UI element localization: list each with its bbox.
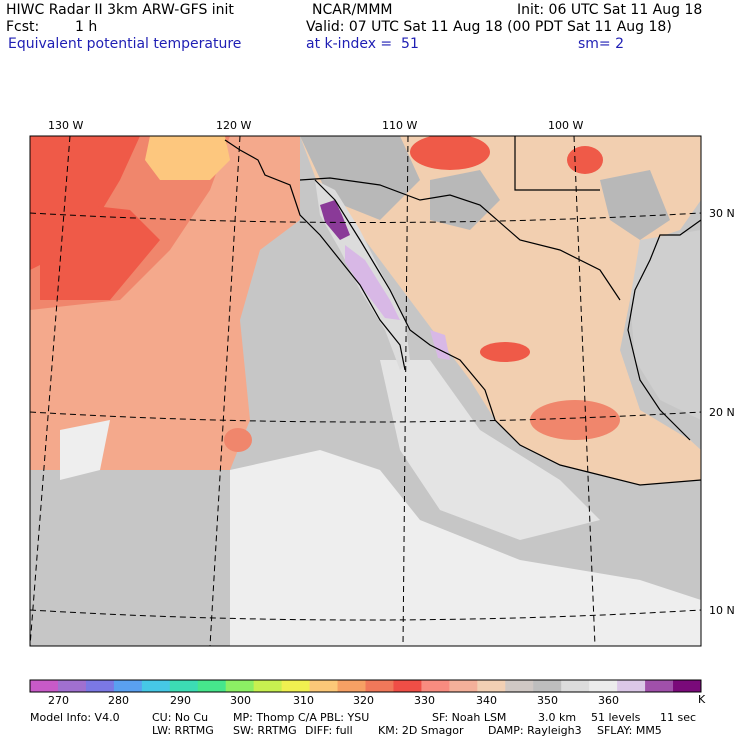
meridian-100 [573,135,596,647]
init-time: Init: 06 UTC Sat 11 Aug 18 [517,2,703,18]
colorbar-swatch [505,680,534,692]
map-frame [29,135,702,647]
level-info: at k-index = 51 [306,36,419,52]
plot-title: HIWC Radar II 3km ARW-GFS init [6,2,234,18]
colorbar-label-360: 360 [598,694,619,707]
graticule [29,135,702,647]
colorbar-swatch [197,680,227,692]
red-region-west-2 [40,200,160,300]
colorbar-swatch [533,680,562,692]
lat-label-20: 20 N [709,406,735,419]
parallel-20 [29,411,702,423]
colorbar-swatch [561,680,590,692]
axis-labels: 130 W 120 W 110 W 100 W 30 N 20 N 10 N [48,119,735,617]
damp-scheme: DAMP: Rayleigh3 [488,724,582,737]
sw-scheme: SW: RRTMG [233,724,297,737]
lon-label-110: 110 W [382,119,417,132]
purple-core [320,200,350,240]
field-name: Equivalent potential temperature [8,36,242,52]
hot-spot-4 [530,400,620,440]
orange-patch [145,136,230,180]
colorbar-swatch [589,680,618,692]
lw-scheme: LW: RRTMG [152,724,214,737]
sf-scheme: SF: Noah LSM [432,711,507,724]
hot-spot-3 [480,342,530,362]
land-gray-east [600,170,670,240]
diff-scheme: DIFF: full [305,724,353,737]
lavender-band [345,245,400,320]
colorbar-label-330: 330 [414,694,435,707]
forecast-label: Fcst: [6,19,40,35]
km-scheme: KM: 2D Smagor [378,724,464,737]
colorbar-swatch [393,680,422,692]
sflay-scheme: SFLAY: MM5 [597,724,662,737]
colorbar-swatch [113,680,143,692]
colorbar-swatch [281,680,311,692]
pbl-scheme: PBL: YSU [320,711,370,724]
colorbar-swatch [365,680,394,692]
colorbar-swatch [253,680,283,692]
center-label: NCAR/MMM [312,2,393,18]
time-step: 11 sec [660,711,697,724]
colorbar-swatch [57,680,87,692]
colorbar-swatch [421,680,450,692]
colorbar-label-270: 270 [48,694,69,707]
colorbar-label-280: 280 [108,694,129,707]
valid-time: Valid: 07 UTC Sat 11 Aug 18 (00 PDT Sat … [306,19,672,35]
cu-scheme: CU: No Cu [152,711,209,724]
coastlines [224,136,702,486]
land-tan [300,136,701,485]
meridian-130 [29,135,71,647]
forecast-hour: 1 h [75,19,98,35]
hot-spot-2 [567,146,603,174]
lon-label-120: 120 W [216,119,251,132]
hot-spot-5 [224,428,252,452]
gulf-coast [627,219,702,441]
lon-label-100: 100 W [548,119,583,132]
light-patch [60,420,110,480]
meridian-110 [402,135,409,647]
parallel-30 [29,212,702,223]
colorbar-swatch [30,680,59,692]
levels: 51 levels [591,711,641,724]
colorbar-swatch [673,680,702,692]
mp-scheme: MP: Thomp C/A [233,711,317,724]
lon-label-130: 130 W [48,119,83,132]
colorbar-label-320: 320 [353,694,374,707]
colorbar-swatch [477,680,506,692]
colorbar [29,679,702,693]
state-border [514,136,600,191]
colorbar-unit: K [698,693,706,706]
model-info: Model Info: V4.0 [30,711,120,724]
us-mexico-border [299,177,621,301]
colorbar-label-340: 340 [476,694,497,707]
colorbar-swatch [141,680,171,692]
parallel-10 [29,609,702,621]
colorbar-swatch [85,680,115,692]
colorbar-swatch [309,680,339,692]
colorbar-label-310: 310 [293,694,314,707]
west-coast [224,139,406,371]
map-field [30,136,701,646]
colorbar-label-290: 290 [170,694,191,707]
colorbar-label-300: 300 [230,694,251,707]
gulf-of-mexico [630,230,701,420]
colorbar-frame [29,679,702,693]
smoothing-info: sm= 2 [578,36,625,52]
colorbar-label-350: 350 [537,694,558,707]
light-ocean [230,450,701,646]
colorbar-swatch [337,680,366,692]
lat-label-10: 10 N [709,604,735,617]
hot-spot-1 [410,136,490,170]
mexico-pacific-coast [314,179,702,486]
lat-label-30: 30 N [709,207,735,220]
colorbar-swatch [169,680,199,692]
colorbar-swatch [225,680,255,692]
colorbar-swatch [617,680,646,692]
colorbar-swatch [449,680,478,692]
colorbar-swatch [645,680,674,692]
resolution: 3.0 km [538,711,577,724]
light-ocean-2 [380,360,600,540]
